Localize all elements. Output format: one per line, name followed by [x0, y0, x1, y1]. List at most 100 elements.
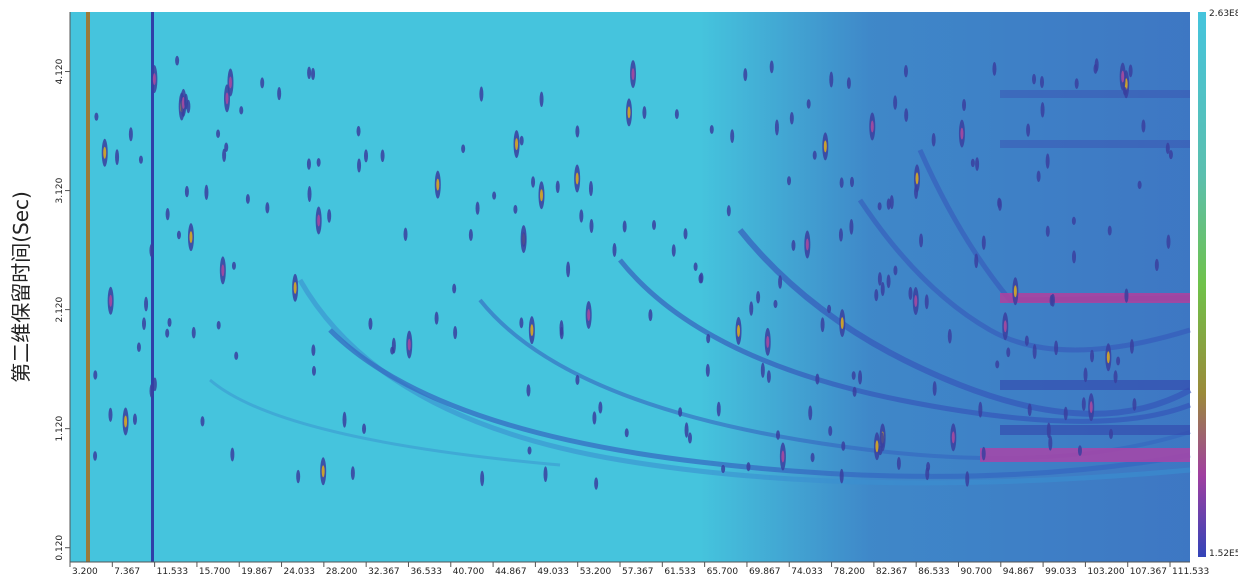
peak — [1116, 356, 1121, 366]
peak — [838, 228, 843, 242]
peak — [391, 337, 396, 354]
peak — [149, 243, 154, 257]
y-tick-label: 2.120 — [55, 296, 65, 322]
peak — [1036, 170, 1041, 183]
peak — [363, 149, 368, 163]
peak-core — [631, 68, 635, 81]
y-tick-label: 4.120 — [55, 58, 65, 84]
peak — [128, 127, 133, 142]
peak-core — [823, 140, 827, 153]
peak — [648, 309, 653, 322]
peak — [93, 451, 98, 461]
peak — [829, 71, 834, 88]
peak — [1032, 73, 1037, 85]
peak-core — [407, 338, 411, 351]
peak — [699, 272, 704, 284]
peak — [810, 452, 815, 463]
peak — [175, 55, 180, 66]
peak — [231, 261, 236, 270]
x-tick-label: 99.033 — [1045, 567, 1077, 577]
peak — [461, 144, 466, 154]
peak — [356, 125, 361, 137]
peak — [1141, 119, 1146, 133]
peak — [1129, 339, 1134, 354]
peak — [480, 470, 485, 487]
x-tick-label: 107.367 — [1130, 567, 1167, 577]
peak — [380, 149, 385, 163]
peak — [893, 95, 898, 110]
peak — [705, 363, 710, 377]
peak — [1107, 225, 1112, 236]
peak-core — [840, 317, 844, 330]
peak — [1074, 78, 1079, 89]
peak — [184, 185, 189, 198]
x-tick-label: 7.367 — [114, 567, 140, 577]
x-tick-label: 11.533 — [157, 567, 189, 577]
peak — [216, 129, 221, 138]
y-axis-title: 第二维保留时间(Sec) — [9, 191, 33, 383]
peak — [721, 464, 726, 474]
peak — [924, 294, 929, 310]
peak — [1137, 180, 1142, 190]
peak-core — [575, 172, 579, 185]
peak — [791, 239, 796, 251]
peak — [1083, 367, 1088, 383]
peak — [191, 326, 196, 339]
x-tick-label: 28.200 — [326, 567, 358, 577]
peak — [671, 244, 676, 257]
peak — [904, 108, 909, 122]
peak — [880, 432, 885, 449]
peak — [746, 462, 751, 472]
peak — [1166, 234, 1171, 249]
peak — [492, 191, 497, 200]
peak — [642, 106, 647, 119]
peak — [575, 125, 580, 138]
x-tick-label: 94.867 — [1003, 567, 1034, 577]
peak — [598, 401, 603, 414]
peak — [531, 176, 536, 188]
peak — [815, 373, 820, 385]
peak — [566, 261, 571, 278]
peak — [716, 401, 721, 417]
peak — [475, 201, 480, 215]
x-tick-label: 36.533 — [410, 567, 442, 577]
peak — [652, 220, 657, 231]
peak — [622, 220, 627, 233]
peak — [403, 227, 408, 241]
peak — [138, 155, 143, 164]
peak — [981, 235, 986, 250]
peak — [808, 405, 813, 421]
y-tick-label: 0.120 — [55, 535, 65, 561]
peak-core — [805, 238, 809, 251]
peak — [839, 177, 844, 189]
peak-core — [436, 178, 440, 191]
peak-core — [539, 189, 543, 202]
peak — [1040, 102, 1045, 118]
peak — [1154, 258, 1159, 272]
peak-core — [960, 127, 964, 140]
peak — [94, 112, 99, 121]
peak — [1093, 63, 1098, 74]
peak — [144, 296, 149, 312]
colorbar-max-label: 2.63E8 — [1209, 9, 1238, 19]
y-tick-label: 3.120 — [55, 177, 65, 203]
peak — [575, 374, 580, 386]
peak — [852, 386, 857, 397]
peak — [588, 180, 593, 197]
peak — [903, 65, 908, 78]
peak — [914, 185, 919, 200]
peak-core — [109, 294, 113, 307]
peak — [245, 194, 250, 204]
x-tick-label: 44.867 — [495, 567, 527, 577]
peak — [184, 93, 189, 110]
peak — [239, 106, 244, 115]
peak — [1024, 335, 1029, 346]
peak — [452, 283, 457, 294]
peak — [896, 456, 901, 470]
peak-core — [587, 308, 591, 321]
peak — [453, 326, 458, 340]
peak — [851, 371, 856, 380]
x-tick-label: 82.367 — [876, 567, 908, 577]
peak — [165, 328, 170, 338]
peak — [992, 61, 997, 76]
